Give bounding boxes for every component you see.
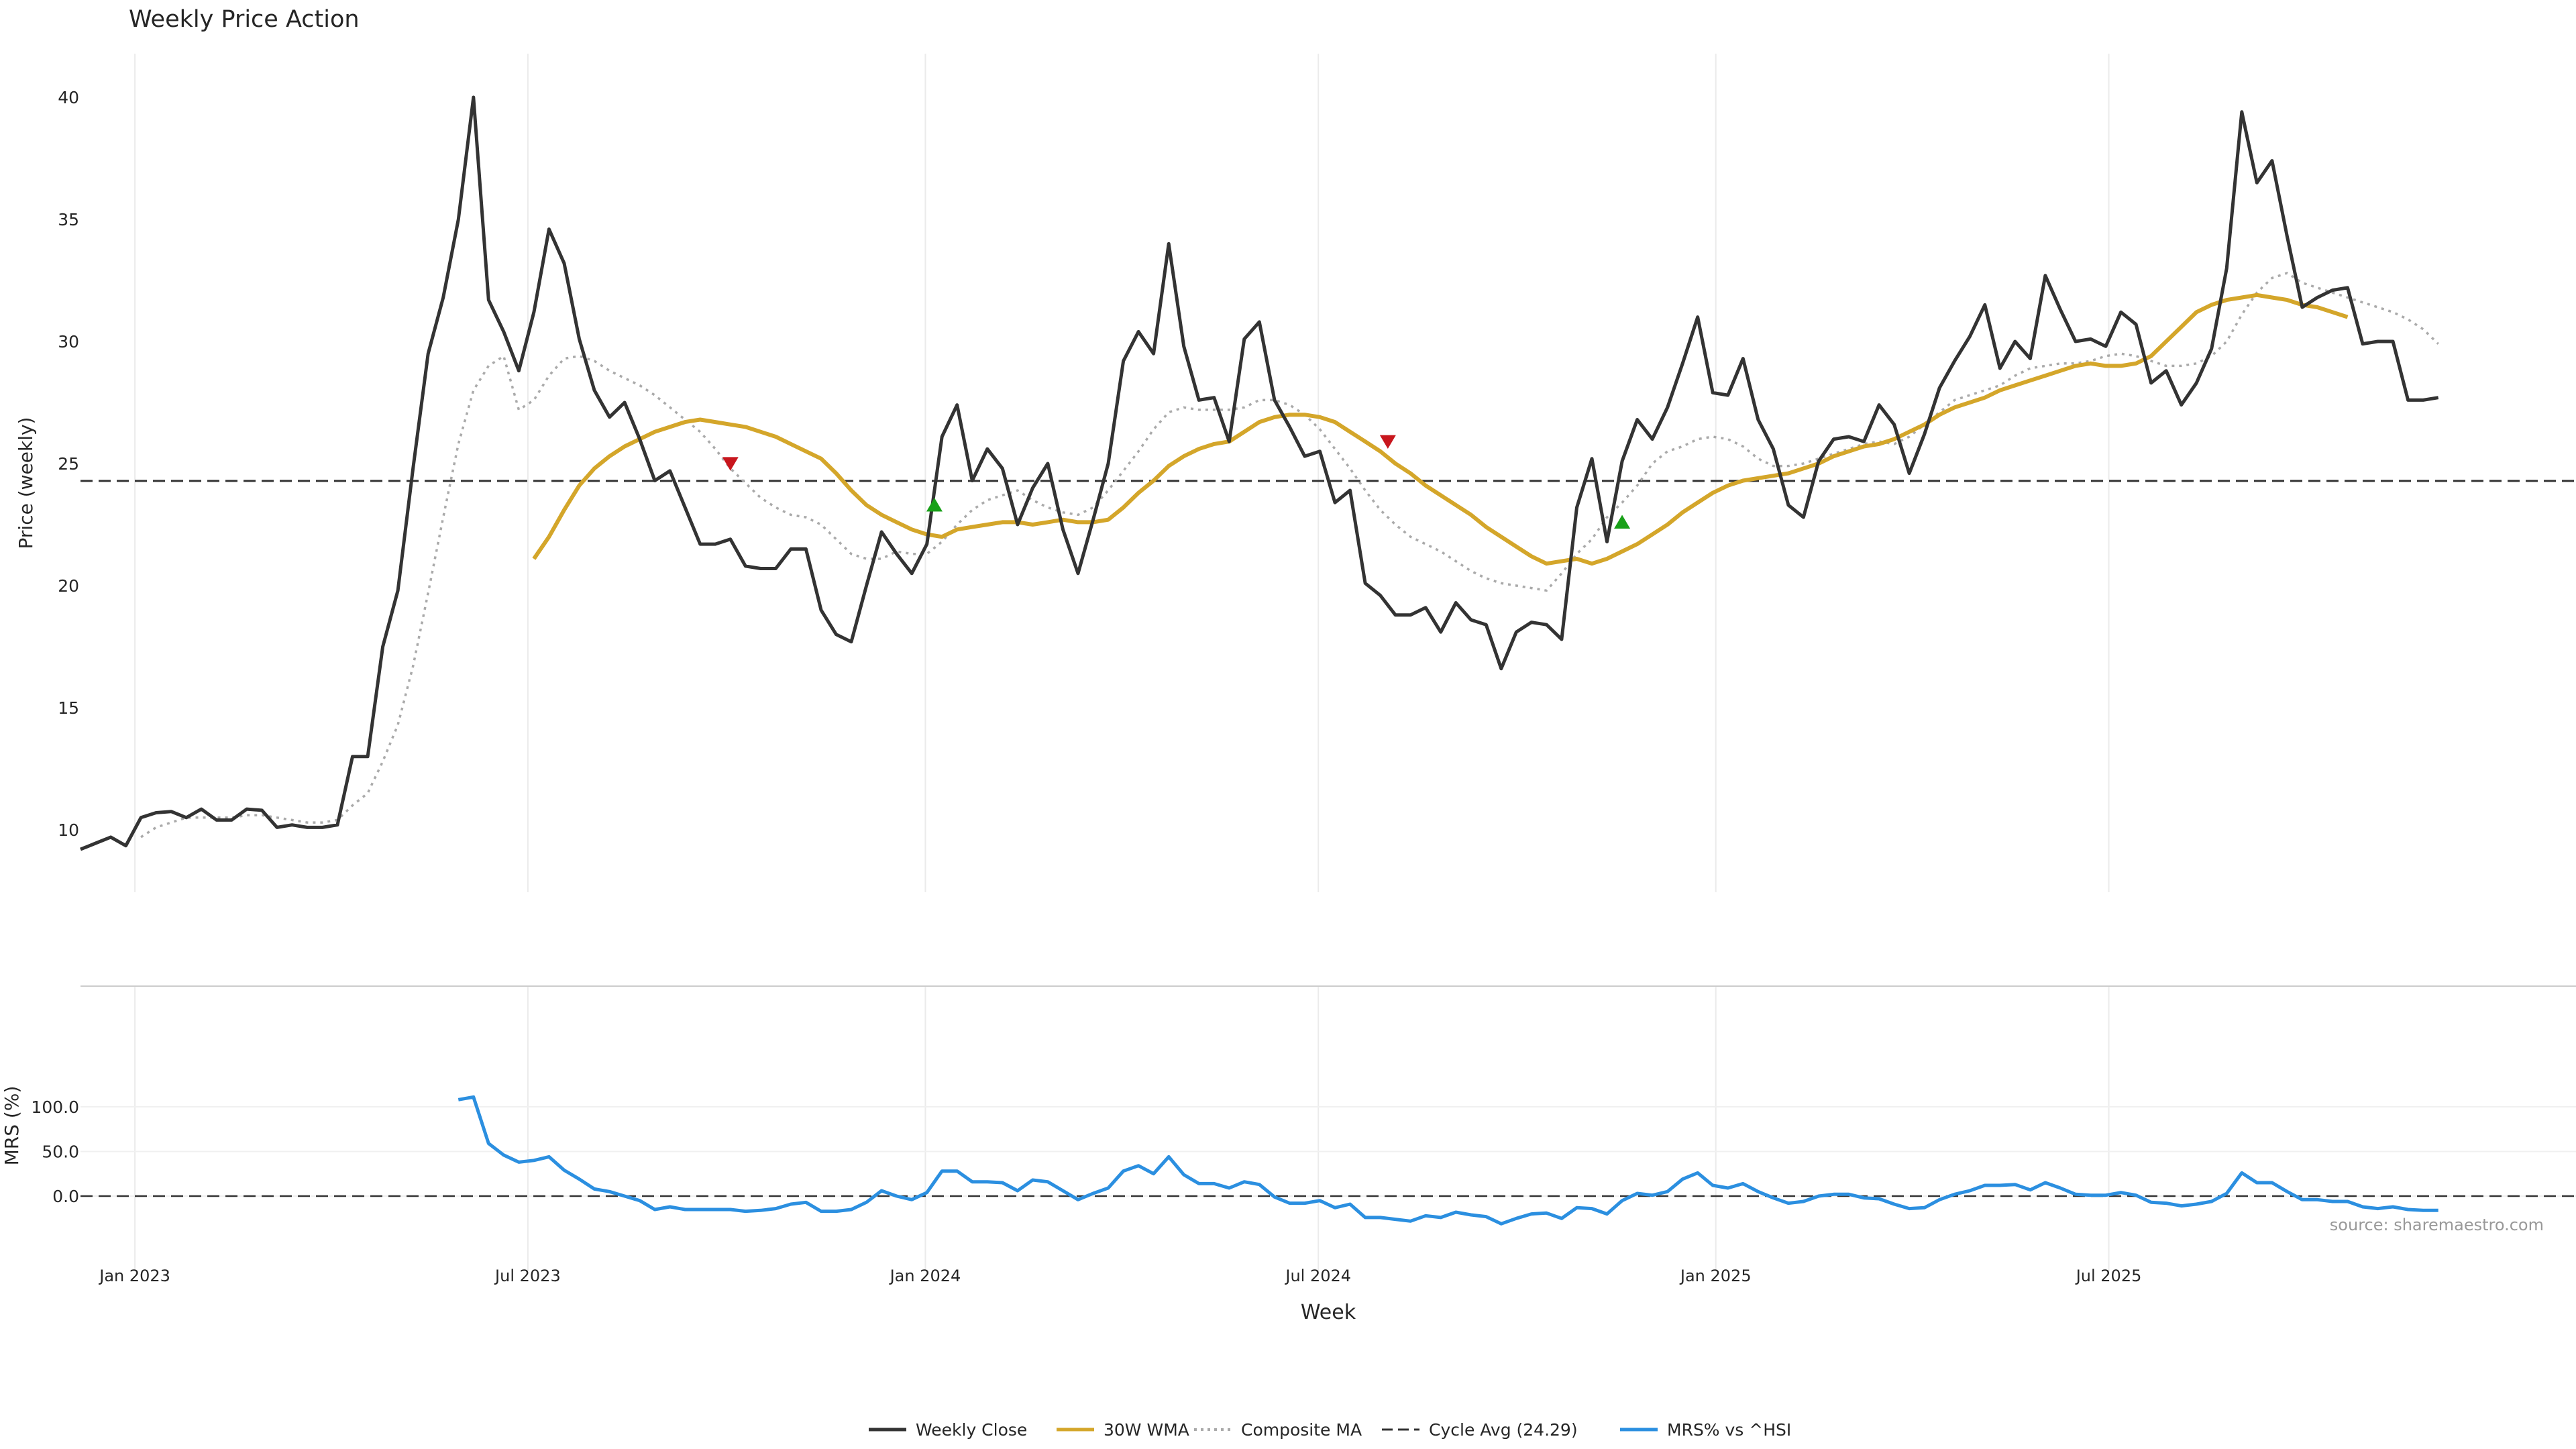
x-tick-label: Jan 2024 [889, 1267, 961, 1285]
legend-label: 30W WMA [1104, 1420, 1189, 1440]
price-y-tick-label: 40 [58, 88, 79, 107]
mrs-panel: 100.0 50.0 0.0 MRS (%) [1, 985, 2576, 1271]
x-tick-label: Jul 2024 [1284, 1267, 1351, 1285]
chart-title: Weekly Price Action [129, 6, 360, 33]
wma-30w-line [532, 292, 2349, 566]
mrs-y-label: MRS (%) [1, 1086, 23, 1166]
buy-marker [926, 498, 943, 512]
price-y-tick-label: 35 [58, 210, 79, 229]
x-axis-label: Week [1301, 1301, 1356, 1324]
price-y-tick-label: 20 [58, 576, 79, 596]
x-axis: Jan 2023 Jul 2023 Jan 2024 Jul 2024 Jan 2025… [98, 1267, 2141, 1324]
legend-item: MRS% vs ^HSI [1620, 1420, 1791, 1440]
x-tick-label: Jul 2023 [494, 1267, 561, 1285]
price-y-tick-label: 30 [58, 332, 79, 352]
price-panel: 10 15 20 25 30 35 40 Price (weekly) [15, 54, 2576, 892]
legend-label: Composite MA [1241, 1420, 1362, 1440]
legend-label: Weekly Close [916, 1420, 1027, 1440]
composite-ma-line [140, 272, 2439, 839]
price-y-tick-label: 10 [58, 820, 79, 840]
legend-label: Cycle Avg (24.29) [1429, 1420, 1578, 1440]
legend-item: Cycle Avg (24.29) [1382, 1420, 1578, 1440]
sell-marker [722, 457, 739, 471]
x-tick-label: Jan 2023 [98, 1267, 170, 1285]
x-tick-label: Jan 2025 [1679, 1267, 1752, 1285]
price-y-tick-label: 15 [58, 698, 79, 718]
legend-item: Composite MA [1194, 1420, 1362, 1440]
price-y-tick-label: 25 [58, 454, 79, 474]
mrs-y-tick-label: 50.0 [42, 1142, 79, 1161]
price-y-label: Price (weekly) [15, 417, 37, 549]
legend-item: 30W WMA [1057, 1420, 1189, 1440]
mrs-y-tick-label: 0.0 [52, 1187, 79, 1206]
source-note: source: sharemaestro.com [2330, 1216, 2544, 1234]
mrs-line [458, 1095, 2438, 1226]
sell-marker [1379, 435, 1396, 449]
buy-marker [1614, 515, 1631, 529]
x-tick-label: Jul 2025 [2075, 1267, 2142, 1285]
legend-label: MRS% vs ^HSI [1667, 1420, 1791, 1440]
legend: Weekly Close 30W WMA Composite MA Cycle Avg… [869, 1420, 1791, 1440]
legend-item: Weekly Close [869, 1420, 1027, 1440]
weekly-close-line [80, 95, 2439, 851]
mrs-y-tick-label: 100.0 [31, 1097, 79, 1117]
